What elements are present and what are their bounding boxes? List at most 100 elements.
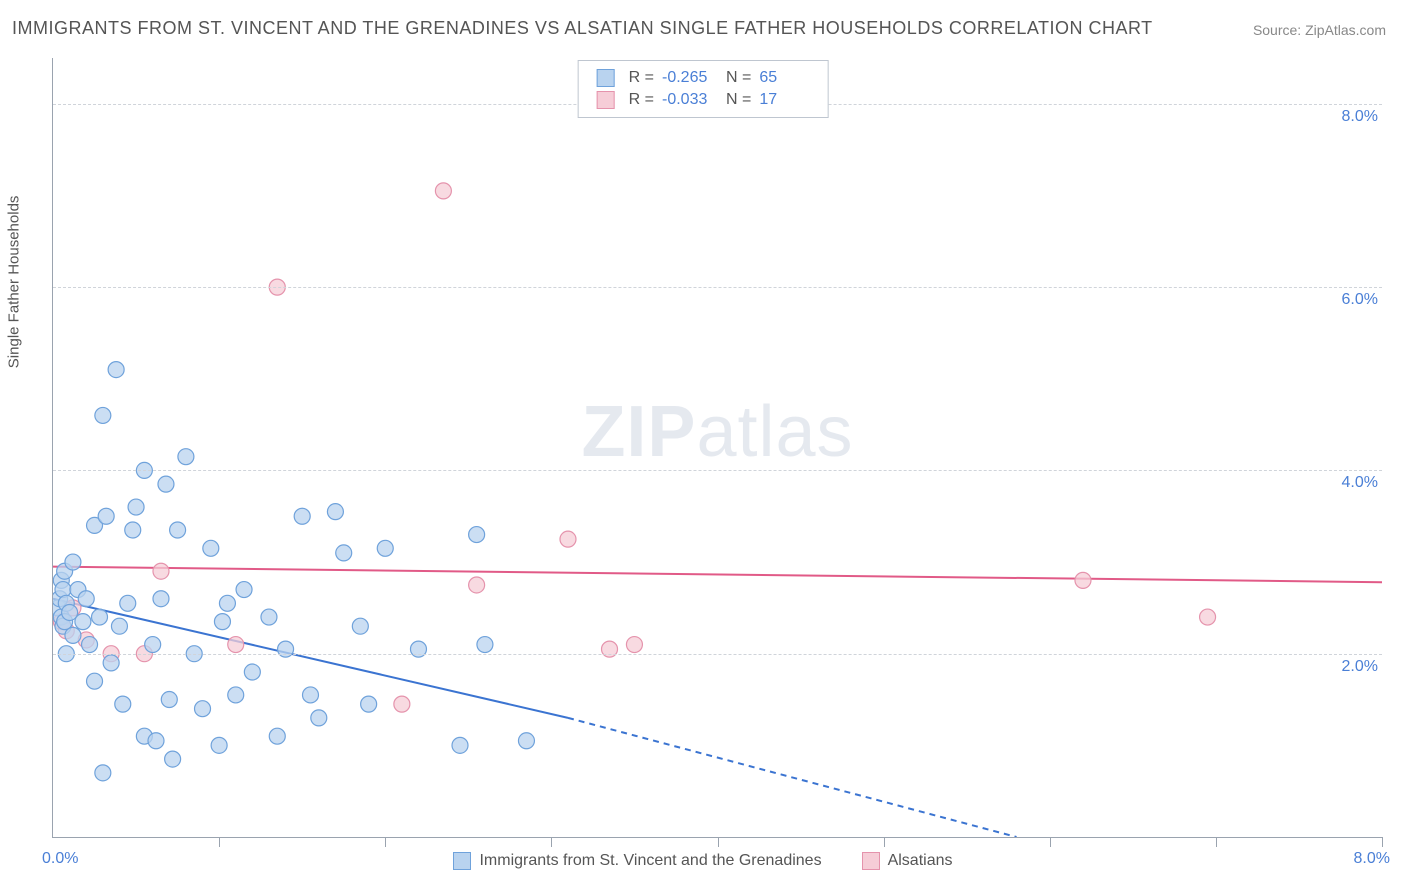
swatch-series-b — [597, 91, 615, 109]
data-point — [165, 751, 181, 767]
r-label: R = — [629, 91, 654, 109]
r-label: R = — [629, 69, 654, 87]
data-point — [78, 591, 94, 607]
data-point — [65, 627, 81, 643]
n-label: N = — [726, 69, 751, 87]
data-point — [452, 737, 468, 753]
data-point — [178, 449, 194, 465]
x-tick — [385, 837, 386, 847]
x-tick — [1216, 837, 1217, 847]
data-point — [111, 618, 127, 634]
data-point — [327, 504, 343, 520]
data-point — [87, 673, 103, 689]
data-point — [435, 183, 451, 199]
data-point — [153, 591, 169, 607]
n-label: N = — [726, 91, 751, 109]
data-point — [560, 531, 576, 547]
gridline — [53, 287, 1382, 288]
data-point — [103, 655, 119, 671]
data-point — [145, 637, 161, 653]
data-point — [518, 733, 534, 749]
swatch-series-a — [453, 852, 471, 870]
series-a-label: Immigrants from St. Vincent and the Gren… — [479, 852, 821, 870]
data-point — [228, 687, 244, 703]
data-point — [148, 733, 164, 749]
data-point — [236, 582, 252, 598]
y-axis-label: Single Father Households — [6, 196, 23, 369]
trend-line — [53, 567, 1382, 583]
data-point — [336, 545, 352, 561]
data-point — [214, 614, 230, 630]
data-point — [410, 641, 426, 657]
data-point — [377, 540, 393, 556]
scatter-plot-svg — [53, 58, 1382, 837]
x-tick — [551, 837, 552, 847]
data-point — [115, 696, 131, 712]
legend-item-series-a: Immigrants from St. Vincent and the Gren… — [453, 852, 821, 870]
data-point — [469, 577, 485, 593]
source-name: ZipAtlas.com — [1305, 22, 1386, 38]
y-tick-label: 2.0% — [1342, 658, 1378, 676]
swatch-series-b — [862, 852, 880, 870]
data-point — [352, 618, 368, 634]
data-point — [82, 637, 98, 653]
chart-title: IMMIGRANTS FROM ST. VINCENT AND THE GREN… — [12, 18, 1153, 39]
data-point — [75, 614, 91, 630]
x-tick — [884, 837, 885, 847]
x-tick — [1382, 837, 1383, 847]
data-point — [311, 710, 327, 726]
data-point — [394, 696, 410, 712]
plot-area: ZIPatlas 2.0%4.0%6.0%8.0% — [52, 58, 1382, 838]
r-value-a: -0.265 — [662, 69, 712, 87]
data-point — [219, 595, 235, 611]
legend-row-series-b: R = -0.033 N = 17 — [597, 89, 810, 111]
data-point — [261, 609, 277, 625]
correlation-chart: IMMIGRANTS FROM ST. VINCENT AND THE GREN… — [0, 0, 1406, 892]
x-tick — [718, 837, 719, 847]
data-point — [244, 664, 260, 680]
data-point — [1200, 609, 1216, 625]
source-prefix: Source: — [1253, 22, 1305, 38]
data-point — [269, 728, 285, 744]
data-point — [1075, 572, 1091, 588]
swatch-series-a — [597, 69, 615, 87]
x-tick — [219, 837, 220, 847]
data-point — [158, 476, 174, 492]
r-value-b: -0.033 — [662, 91, 712, 109]
data-point — [477, 637, 493, 653]
data-point — [92, 609, 108, 625]
data-point — [65, 554, 81, 570]
data-point — [203, 540, 219, 556]
series-b-label: Alsatians — [888, 852, 953, 870]
data-point — [120, 595, 136, 611]
data-point — [302, 687, 318, 703]
gridline — [53, 470, 1382, 471]
data-point — [294, 508, 310, 524]
data-point — [95, 765, 111, 781]
data-point — [128, 499, 144, 515]
x-tick — [1050, 837, 1051, 847]
data-point — [211, 737, 227, 753]
data-point — [170, 522, 186, 538]
n-value-b: 17 — [759, 91, 809, 109]
y-tick-label: 6.0% — [1342, 291, 1378, 309]
series-legend: Immigrants from St. Vincent and the Gren… — [0, 852, 1406, 870]
data-point — [108, 362, 124, 378]
data-point — [95, 407, 111, 423]
y-tick-label: 4.0% — [1342, 474, 1378, 492]
gridline — [53, 654, 1382, 655]
trend-line — [568, 718, 1017, 837]
data-point — [153, 563, 169, 579]
n-value-a: 65 — [759, 69, 809, 87]
data-point — [626, 637, 642, 653]
legend-row-series-a: R = -0.265 N = 65 — [597, 67, 810, 89]
data-point — [361, 696, 377, 712]
data-point — [469, 527, 485, 543]
data-point — [98, 508, 114, 524]
data-point — [195, 701, 211, 717]
data-point — [125, 522, 141, 538]
source-attribution: Source: ZipAtlas.com — [1253, 22, 1386, 38]
data-point — [161, 692, 177, 708]
correlation-legend-box: R = -0.265 N = 65 R = -0.033 N = 17 — [578, 60, 829, 118]
legend-item-series-b: Alsatians — [862, 852, 953, 870]
